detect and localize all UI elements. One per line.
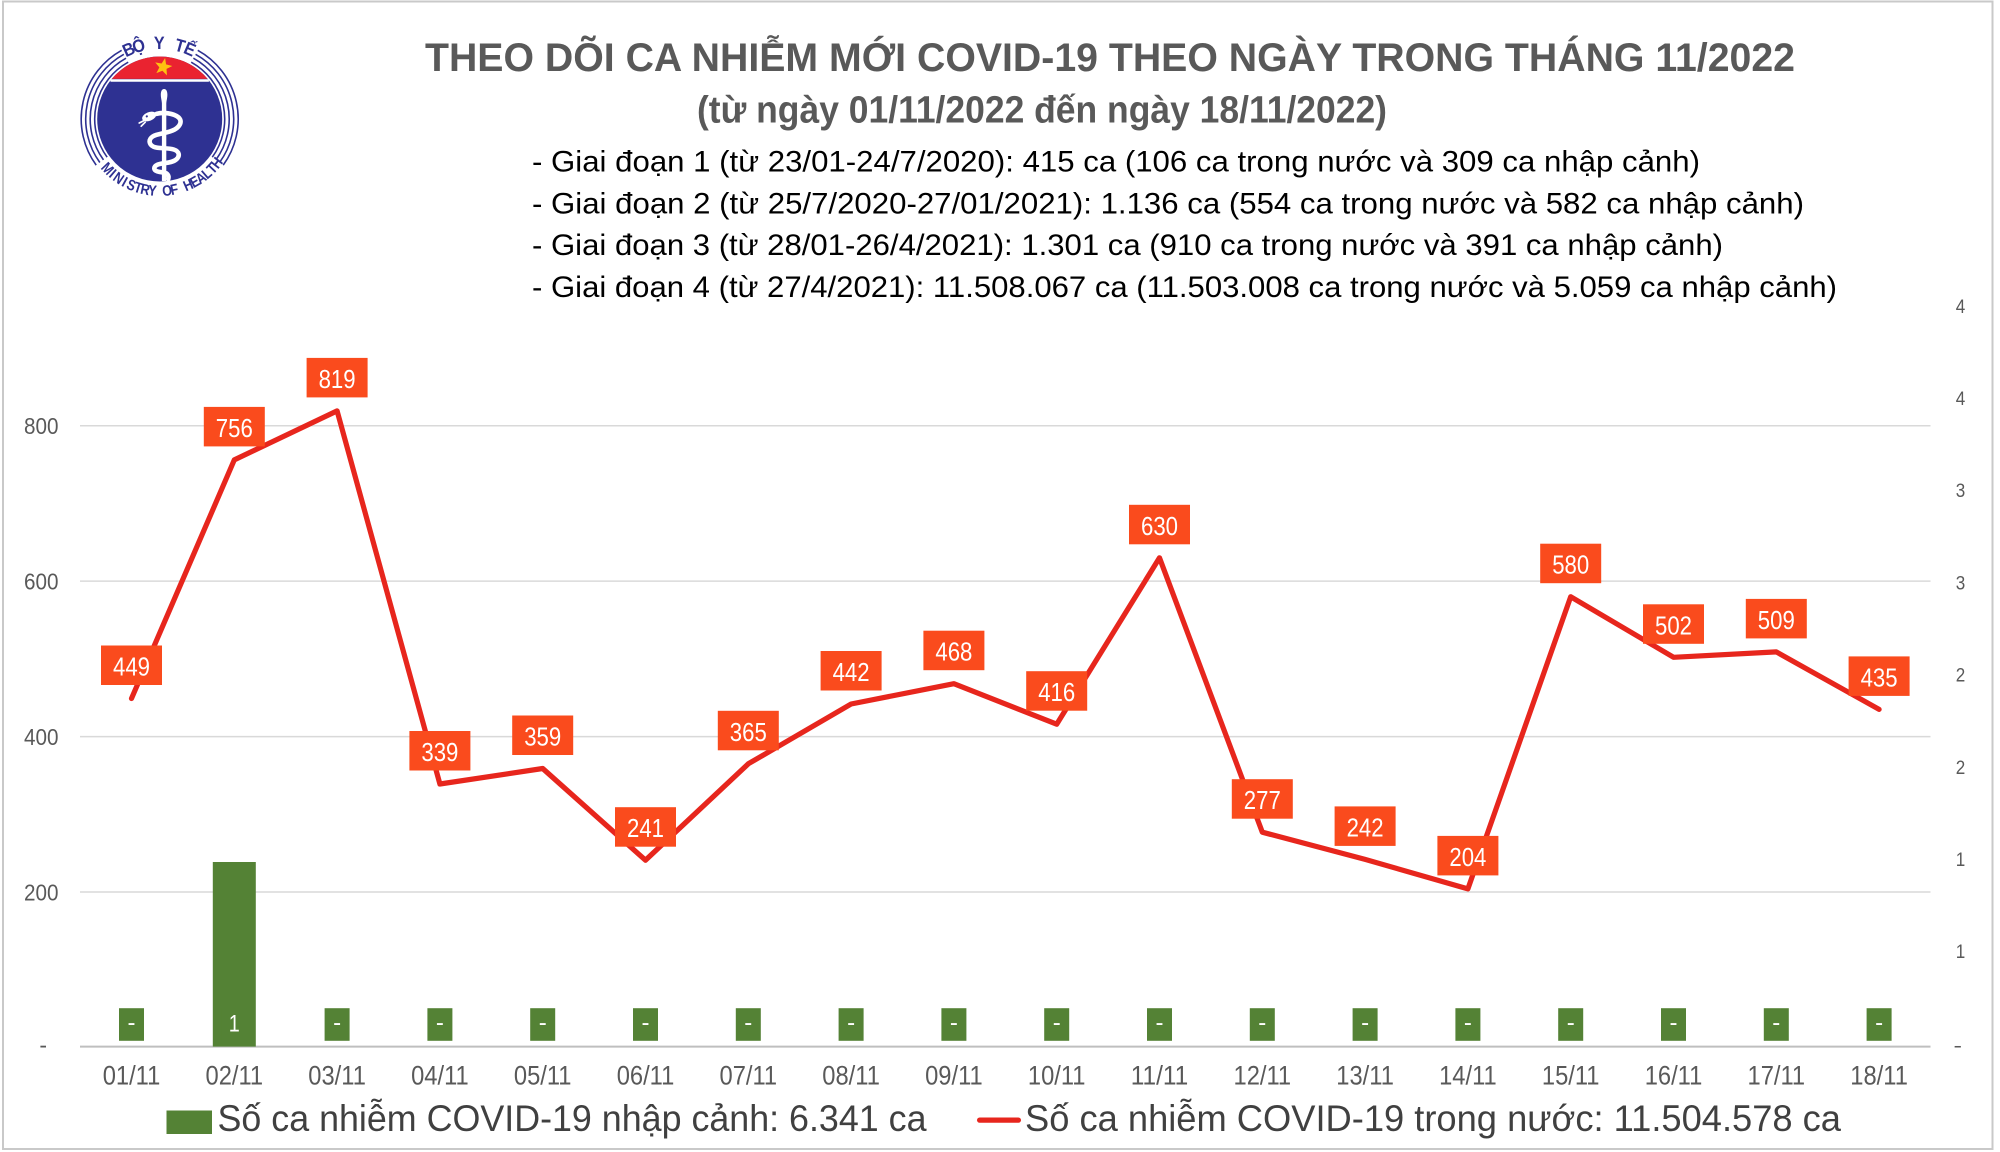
svg-text:01/11: 01/11	[103, 1061, 161, 1091]
svg-text:1: 1	[229, 1011, 240, 1038]
svg-text:416: 416	[1038, 677, 1075, 707]
svg-text:435: 435	[1861, 662, 1898, 692]
svg-text:18/11: 18/11	[1850, 1061, 1908, 1091]
svg-text:502: 502	[1655, 610, 1692, 640]
svg-text:Ộ: Ộ	[130, 35, 148, 58]
svg-text:2: 2	[1956, 665, 1966, 687]
svg-text:-: -	[1053, 1010, 1061, 1037]
svg-text:Y: Y	[154, 33, 165, 53]
svg-text:I: I	[119, 173, 130, 190]
svg-text:449: 449	[113, 652, 150, 682]
svg-text:O: O	[161, 181, 173, 199]
svg-text:1: 1	[1956, 849, 1966, 871]
svg-text:277: 277	[1244, 785, 1281, 815]
svg-text:-: -	[950, 1010, 958, 1037]
svg-text:242: 242	[1347, 812, 1384, 842]
svg-text:756: 756	[216, 413, 253, 443]
svg-text:-: -	[128, 1010, 136, 1037]
svg-text:03/11: 03/11	[308, 1061, 366, 1091]
svg-text:THEO DÕI CA NHIỄM MỚI COVID-19: THEO DÕI CA NHIỄM MỚI COVID-19 THEO NGÀY…	[425, 34, 1795, 80]
svg-text:Số ca nhiễm COVID-19 trong nướ: Số ca nhiễm COVID-19 trong nước: 11.504.…	[1025, 1098, 1841, 1139]
svg-text:-: -	[1258, 1010, 1266, 1037]
svg-text:359: 359	[524, 722, 561, 752]
svg-text:15/11: 15/11	[1542, 1061, 1600, 1091]
svg-text:204: 204	[1449, 842, 1486, 872]
svg-text:4: 4	[1956, 296, 1966, 318]
svg-text:06/11: 06/11	[617, 1061, 675, 1091]
svg-text:-: -	[1772, 1010, 1780, 1037]
svg-text:16/11: 16/11	[1645, 1061, 1703, 1091]
svg-text:09/11: 09/11	[925, 1061, 983, 1091]
svg-text:17/11: 17/11	[1748, 1061, 1806, 1091]
svg-text:1: 1	[1956, 941, 1966, 963]
svg-text:F: F	[169, 180, 180, 199]
svg-text:630: 630	[1141, 511, 1178, 541]
svg-text:08/11: 08/11	[822, 1061, 880, 1091]
svg-text:14/11: 14/11	[1439, 1061, 1497, 1091]
svg-text:10/11: 10/11	[1028, 1061, 1086, 1091]
svg-text:R: R	[139, 180, 151, 199]
svg-text:-: -	[1361, 1010, 1369, 1037]
svg-text:819: 819	[319, 364, 356, 394]
svg-text:13/11: 13/11	[1336, 1061, 1394, 1091]
svg-text:Y: Y	[147, 181, 158, 199]
svg-text:365: 365	[730, 717, 767, 747]
svg-text:800: 800	[24, 413, 59, 439]
svg-text:468: 468	[935, 637, 972, 667]
svg-text:3: 3	[1956, 572, 1966, 594]
svg-text:07/11: 07/11	[720, 1061, 778, 1091]
svg-text:509: 509	[1758, 605, 1795, 635]
svg-text:-: -	[333, 1010, 341, 1037]
svg-text:-: -	[847, 1010, 855, 1037]
svg-text:-: -	[436, 1010, 444, 1037]
svg-text:339: 339	[421, 737, 458, 767]
svg-text:400: 400	[24, 724, 59, 750]
svg-text:600: 600	[24, 568, 59, 594]
svg-text:-: -	[1464, 1010, 1472, 1037]
svg-text:3: 3	[1956, 480, 1966, 502]
svg-text:- Giai đoạn 3 (từ 28/01-26/4/2: - Giai đoạn 3 (từ 28/01-26/4/2021): 1.30…	[532, 229, 1723, 262]
svg-text:12/11: 12/11	[1234, 1061, 1292, 1091]
svg-text:4: 4	[1956, 388, 1966, 410]
svg-text:200: 200	[24, 879, 59, 905]
svg-text:02/11: 02/11	[206, 1061, 264, 1091]
svg-text:-: -	[1954, 1035, 1963, 1057]
svg-text:04/11: 04/11	[411, 1061, 469, 1091]
svg-text:(từ ngày 01/11/2022 đến ngày 1: (từ ngày 01/11/2022 đến ngày 18/11/2022)	[697, 90, 1387, 132]
svg-text:- Giai đoạn 1 (từ 23/01-24/7/2: - Giai đoạn 1 (từ 23/01-24/7/2020): 415 …	[532, 146, 1700, 179]
svg-text:-: -	[642, 1010, 650, 1037]
svg-text:2: 2	[1956, 757, 1966, 779]
svg-text:442: 442	[833, 657, 870, 687]
svg-text:-: -	[539, 1010, 547, 1037]
svg-text:Số ca nhiễm COVID-19 nhập cảnh: Số ca nhiễm COVID-19 nhập cảnh: 6.341 ca	[218, 1098, 927, 1139]
svg-text:-: -	[744, 1010, 752, 1037]
svg-text:11/11: 11/11	[1131, 1061, 1189, 1091]
svg-text:-: -	[1875, 1010, 1883, 1037]
svg-text:-: -	[1156, 1010, 1164, 1037]
svg-text:-: -	[1567, 1010, 1575, 1037]
svg-text:05/11: 05/11	[514, 1061, 572, 1091]
svg-text:-: -	[39, 1032, 47, 1058]
svg-text:- Giai đoạn 2 (từ 25/7/2020-27: - Giai đoạn 2 (từ 25/7/2020-27/01/2021):…	[532, 187, 1804, 220]
svg-text:- Giai đoạn 4 (từ 27/4/2021):: - Giai đoạn 4 (từ 27/4/2021): 11.508.067…	[532, 271, 1837, 304]
svg-text:241: 241	[627, 813, 664, 843]
svg-text:-: -	[1670, 1010, 1678, 1037]
svg-text:580: 580	[1552, 550, 1589, 580]
